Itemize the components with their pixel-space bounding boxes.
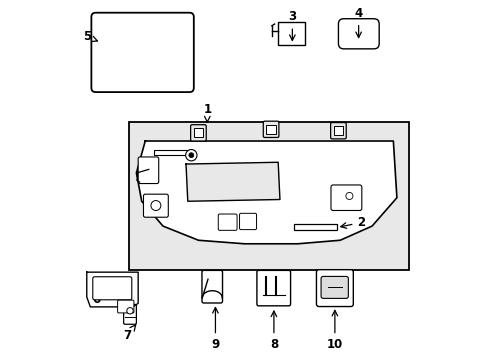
Polygon shape [185, 162, 279, 201]
Text: 8: 8 [269, 311, 278, 351]
Circle shape [126, 307, 133, 314]
Circle shape [188, 153, 193, 158]
FancyBboxPatch shape [193, 128, 203, 138]
FancyBboxPatch shape [256, 270, 290, 306]
Bar [278, 22, 304, 45]
FancyBboxPatch shape [263, 121, 278, 138]
FancyBboxPatch shape [239, 213, 256, 230]
Polygon shape [86, 272, 138, 307]
FancyBboxPatch shape [91, 13, 193, 92]
FancyBboxPatch shape [218, 214, 237, 230]
FancyBboxPatch shape [330, 123, 346, 139]
FancyBboxPatch shape [338, 19, 378, 49]
Text: 2: 2 [340, 216, 365, 229]
FancyBboxPatch shape [123, 305, 136, 324]
FancyBboxPatch shape [330, 185, 361, 211]
FancyBboxPatch shape [316, 270, 353, 306]
Circle shape [185, 149, 197, 161]
Text: 10: 10 [326, 310, 342, 351]
FancyBboxPatch shape [93, 277, 132, 300]
Text: 1: 1 [203, 103, 211, 122]
FancyBboxPatch shape [266, 125, 275, 134]
FancyBboxPatch shape [190, 125, 206, 141]
Text: 7: 7 [122, 325, 136, 342]
FancyBboxPatch shape [143, 194, 168, 217]
Circle shape [151, 201, 161, 211]
FancyBboxPatch shape [202, 270, 222, 303]
Text: 4: 4 [354, 7, 362, 37]
Text: 6: 6 [92, 289, 108, 306]
FancyBboxPatch shape [118, 300, 134, 313]
FancyBboxPatch shape [333, 126, 343, 135]
Circle shape [345, 192, 352, 199]
Text: 9: 9 [211, 307, 219, 351]
FancyBboxPatch shape [138, 157, 159, 184]
Bar [154, 150, 187, 155]
Bar [293, 224, 336, 230]
FancyBboxPatch shape [321, 276, 347, 298]
Text: 3: 3 [288, 10, 296, 40]
Text: 5: 5 [82, 30, 97, 43]
Bar [129, 122, 408, 270]
Polygon shape [136, 141, 396, 244]
